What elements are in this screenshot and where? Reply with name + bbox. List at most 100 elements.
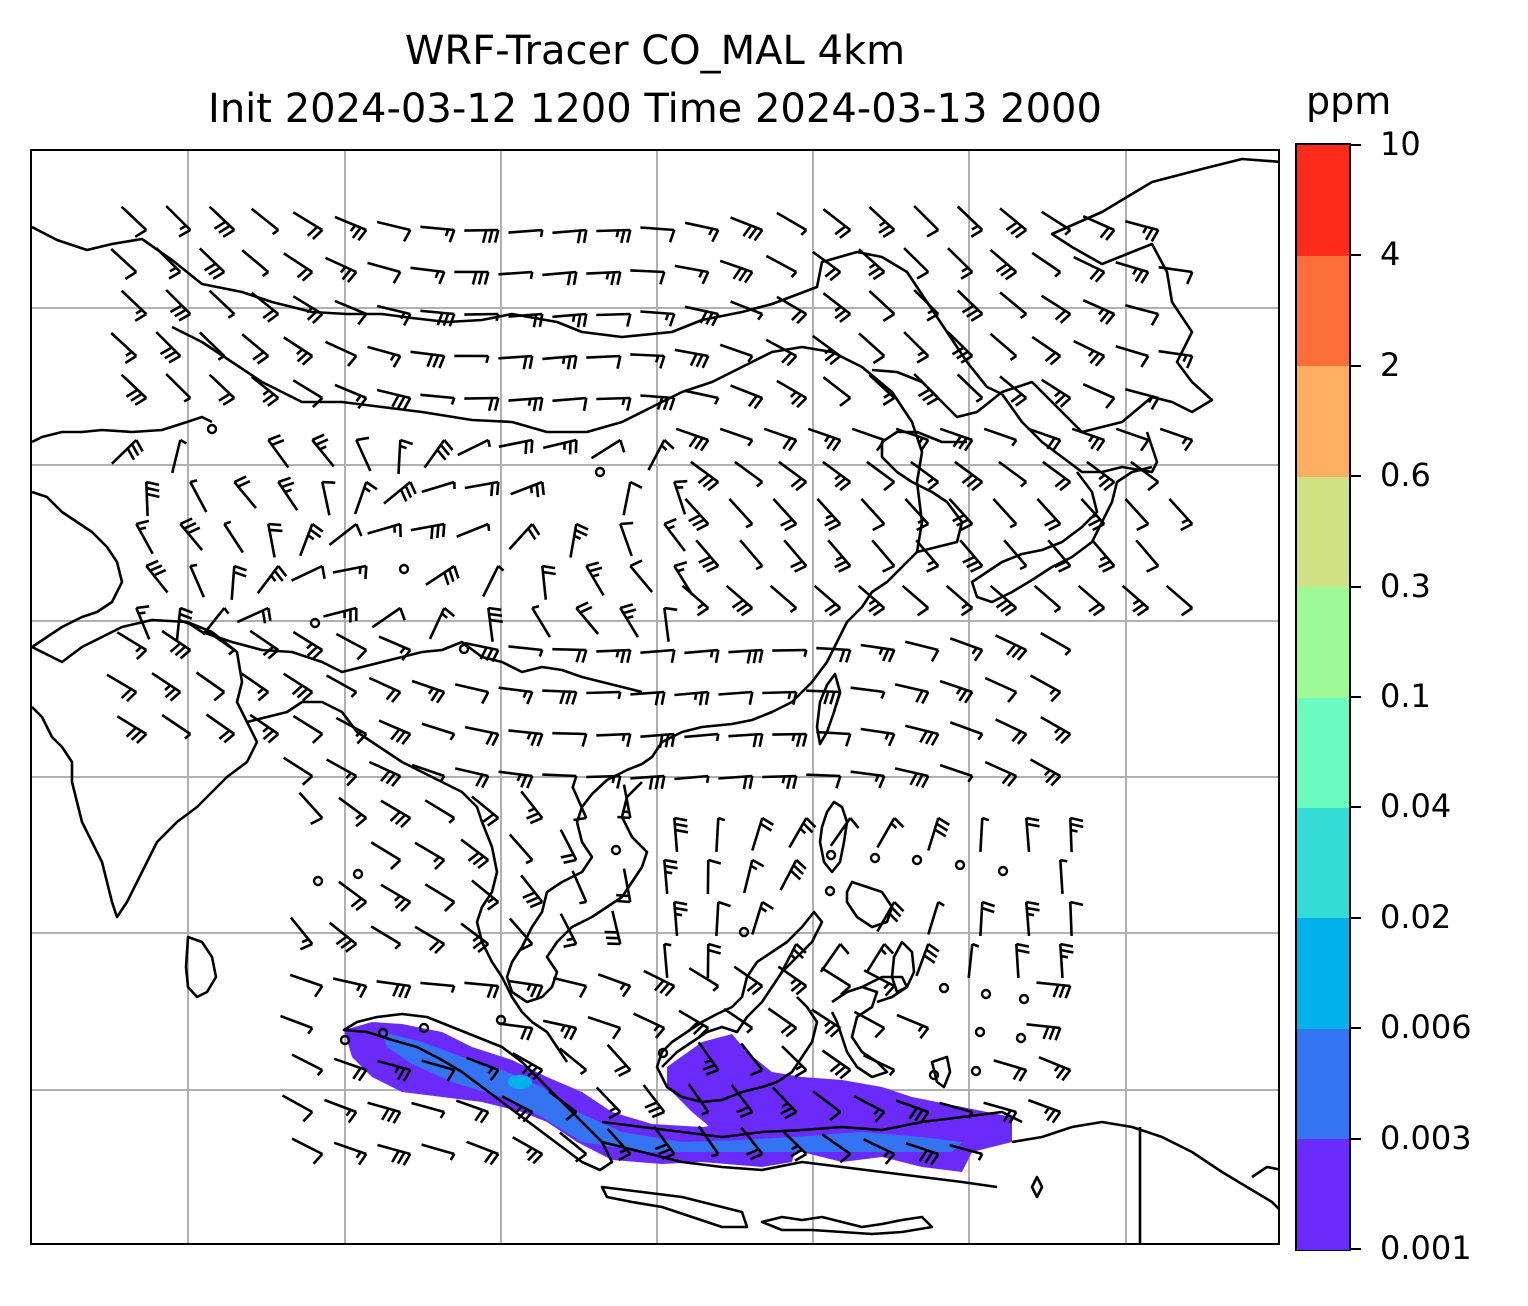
wind-barb-flag bbox=[963, 439, 974, 452]
wind-barb-flag bbox=[560, 853, 574, 859]
wind-barb bbox=[783, 539, 808, 567]
wind-barb-flag bbox=[838, 564, 851, 573]
wind-barb bbox=[1027, 1098, 1061, 1114]
wind-barb-flag bbox=[394, 943, 402, 950]
wind-barb-flag bbox=[829, 354, 842, 366]
wind-barb bbox=[335, 716, 367, 736]
wind-barb-flag bbox=[315, 438, 329, 446]
wind-barb-flag bbox=[301, 691, 314, 702]
wind-barb-flag bbox=[517, 1108, 528, 1120]
wind-barb-flag bbox=[355, 523, 363, 537]
map-canvas bbox=[32, 151, 1278, 1243]
wind-barb bbox=[606, 1043, 632, 1071]
wind-barb-flag bbox=[450, 985, 456, 994]
wind-barb-flag bbox=[674, 900, 688, 906]
wind-barb-flag bbox=[687, 1020, 699, 1032]
wind-barb-flag bbox=[782, 437, 792, 450]
wind-barb bbox=[715, 901, 720, 936]
wind-barb-flag bbox=[916, 270, 929, 280]
wind-barb-flag bbox=[582, 397, 588, 412]
wind-barb bbox=[663, 859, 669, 895]
wind-barb bbox=[675, 427, 709, 442]
wind-barb-flag bbox=[1006, 644, 1017, 656]
wind-barb bbox=[353, 481, 368, 515]
wind-barb-flag bbox=[792, 864, 804, 876]
wind-barb-flag bbox=[427, 687, 434, 695]
wind-barb-flag bbox=[394, 894, 401, 902]
wind-barb-flag bbox=[839, 943, 850, 955]
wind-barb bbox=[367, 522, 401, 535]
wind-barb-flag bbox=[751, 985, 764, 996]
wind-barb bbox=[868, 205, 896, 231]
wind-barb-flag bbox=[218, 224, 231, 234]
wind-barb-flag bbox=[486, 984, 494, 999]
wind-barb bbox=[334, 383, 367, 400]
wind-barb-flag bbox=[713, 397, 720, 405]
wind-barb bbox=[471, 795, 500, 820]
wind-barb-flag bbox=[707, 942, 722, 949]
wind-barb-flag bbox=[125, 350, 133, 357]
wind-barb-flag bbox=[971, 480, 984, 492]
wind-barb-flag bbox=[520, 942, 533, 951]
wind-barb bbox=[498, 438, 533, 448]
wind-barb-flag bbox=[582, 229, 588, 244]
wind-barb bbox=[640, 648, 675, 654]
wind-barb-flag bbox=[661, 1152, 675, 1161]
wind-barb-flag bbox=[485, 732, 494, 745]
wind-barb-flag bbox=[1000, 603, 1013, 613]
wind-barb-flag bbox=[444, 901, 456, 912]
wind-barb-flag bbox=[909, 772, 918, 786]
wind-barb-flag bbox=[824, 347, 832, 355]
wind-barb-flag bbox=[527, 807, 536, 813]
wind-barb-flag bbox=[356, 733, 368, 745]
wind-barb-flag bbox=[732, 267, 743, 280]
wind-barb-flag bbox=[529, 900, 543, 909]
wind-barb bbox=[110, 248, 138, 273]
wind-barb-flag bbox=[617, 899, 631, 904]
wind-barb-flag bbox=[339, 266, 347, 274]
wind-barb-flag bbox=[1060, 858, 1068, 863]
wind-barb-flag bbox=[784, 1110, 797, 1120]
wind-barb bbox=[983, 1101, 1017, 1114]
wind-barb-flag bbox=[223, 733, 236, 744]
wind-barb-flag bbox=[392, 271, 402, 284]
wind-barb bbox=[860, 727, 895, 736]
wind-barb-flag bbox=[472, 855, 485, 866]
wind-barb-flag bbox=[178, 618, 192, 626]
wind-barb-flag bbox=[795, 733, 802, 748]
wind-barb-flag bbox=[306, 642, 313, 650]
wind-barb bbox=[410, 350, 445, 358]
wind-barb-flag bbox=[1136, 606, 1150, 617]
wind-barb-flag bbox=[659, 271, 666, 285]
wind-barb-flag bbox=[1131, 267, 1138, 276]
wind-barb-flag bbox=[673, 560, 688, 568]
wind-barb bbox=[1125, 304, 1159, 316]
wind-barb-flag bbox=[743, 271, 754, 284]
wind-barb-flag bbox=[179, 224, 187, 231]
wind-barb-flag bbox=[919, 1111, 930, 1124]
wind-barb bbox=[781, 1045, 808, 1071]
wind-barb bbox=[979, 901, 984, 936]
wind-barb-flag bbox=[834, 560, 847, 569]
colorbar-segment bbox=[1297, 586, 1349, 698]
wind-barb-flag bbox=[390, 775, 402, 787]
wind-barb bbox=[292, 295, 323, 316]
wind-barb-flag bbox=[479, 647, 488, 660]
wind-barb-flag bbox=[522, 356, 528, 370]
wind-barb bbox=[730, 216, 763, 232]
wind-barb bbox=[189, 565, 206, 598]
wind-barb-flag bbox=[790, 310, 803, 322]
wind-barb-flag bbox=[927, 480, 940, 492]
wind-barb-flag bbox=[488, 606, 502, 612]
wind-barb-flag bbox=[747, 355, 754, 363]
wind-barb bbox=[575, 607, 600, 635]
wind-barb-flag bbox=[616, 775, 622, 789]
wind-barb-flag bbox=[1044, 351, 1057, 363]
wind-barb-flag bbox=[485, 648, 494, 661]
wind-barb-flag bbox=[1088, 603, 1101, 613]
wind-barb-flag bbox=[190, 563, 198, 568]
wind-barb-flag bbox=[213, 220, 227, 230]
wind-barb-flag bbox=[917, 518, 925, 524]
wind-barb bbox=[332, 564, 367, 574]
wind-barb bbox=[1036, 981, 1071, 988]
